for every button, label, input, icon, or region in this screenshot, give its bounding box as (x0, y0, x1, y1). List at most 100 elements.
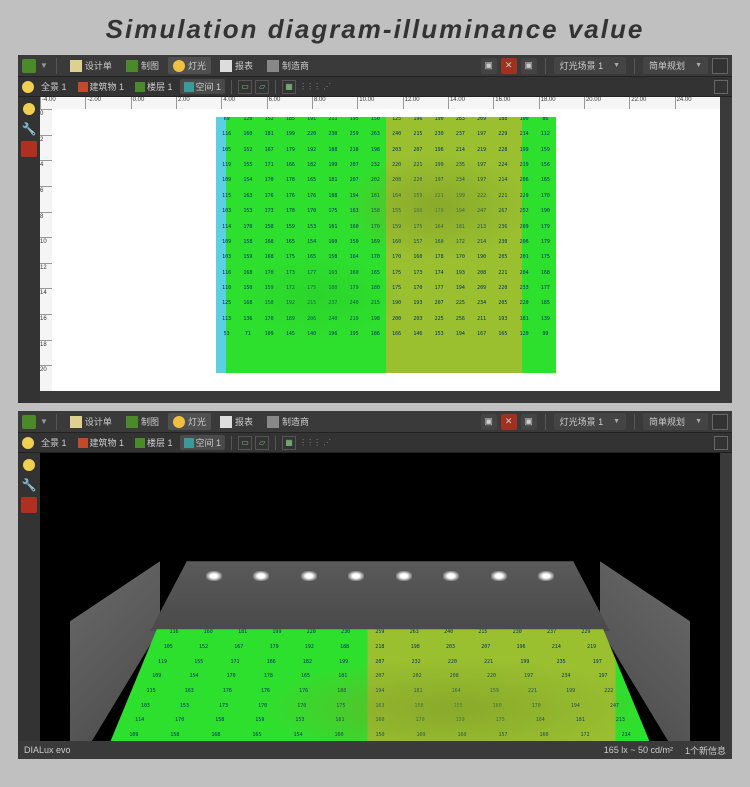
plan-select[interactable]: 简单规划▼ (643, 413, 708, 430)
floor-cell: 169 (416, 732, 425, 741)
heatmap-cell: 163 (237, 194, 258, 209)
menu-设计单[interactable]: 设计单 (65, 413, 117, 430)
red-tool-button[interactable] (21, 141, 37, 157)
view-toggle-button[interactable] (712, 58, 728, 74)
menu-报表[interactable]: 报表 (215, 57, 258, 74)
action-b-button[interactable]: ▣ (521, 414, 537, 430)
breadcrumb-item[interactable]: 楼层 1 (131, 435, 177, 450)
room-3d: 1161601811992202302592632402152302372291… (70, 591, 690, 741)
heatmap-cell: 247 (471, 209, 492, 224)
tool-grid-button[interactable]: ▦ (282, 436, 296, 450)
floor-cell: 199 (520, 659, 529, 674)
status-value: 165 lx ~ 50 cd/m² (604, 745, 673, 755)
floor-cell: 176 (261, 688, 270, 703)
heatmap-cell: 159 (386, 225, 407, 240)
breadcrumb-root[interactable]: 全景 1 (37, 79, 71, 94)
heatmap-cell: 194 (450, 332, 471, 347)
separator (56, 414, 57, 430)
breadcrumb-root[interactable]: 全景 1 (37, 435, 71, 450)
delete-button[interactable]: ✕ (501, 58, 517, 74)
settings-tool-button[interactable]: 🔧 (21, 121, 37, 137)
floor-cell: 214 (622, 732, 631, 741)
canvas-2d[interactable]: 6912015218519121119515012519619028320918… (52, 109, 720, 391)
menu-灯光[interactable]: 灯光 (168, 57, 211, 74)
tool-grid-button[interactable]: ▦ (282, 80, 296, 94)
scene-select[interactable]: 灯光场景 1▼ (554, 413, 626, 430)
breadcrumb-item[interactable]: 楼层 1 (131, 79, 177, 94)
floor-cell: 196 (517, 644, 526, 659)
heatmap-cell: 175 (301, 286, 322, 301)
breadcrumb-item[interactable]: 建筑物 1 (74, 79, 129, 94)
heatmap-cell: 170 (280, 209, 301, 224)
heatmap-cell: 214 (471, 240, 492, 255)
heatmap-cell: 153 (429, 332, 450, 347)
menu-制图[interactable]: 制图 (121, 57, 164, 74)
tool-poly-button[interactable]: ▱ (255, 436, 269, 450)
bulb-tool-button[interactable] (21, 457, 37, 473)
status-info[interactable]: 1个新信息 (685, 744, 726, 757)
panel-3d: ▼ 设计单制图灯光报表制造商 ▣ ✕ ▣ 灯光场景 1▼ 简单规划▼ 全景 1 … (18, 411, 732, 759)
menu-设计单[interactable]: 设计单 (65, 57, 117, 74)
heatmap-cell: 160 (407, 209, 428, 224)
floor-row: 109154170178165181207202208220197234197 (70, 673, 690, 688)
scrollbar-vertical[interactable] (720, 97, 732, 391)
heatmap-row: 6912015218519121119515012519619028320918… (216, 117, 556, 132)
heatmap-cell: 240 (344, 301, 365, 316)
save-dropdown-icon[interactable]: ▼ (40, 417, 48, 426)
canvas-3d[interactable]: 1161601811992202302592632402152302372291… (40, 453, 720, 741)
settings-tool-button[interactable]: 🔧 (21, 477, 37, 493)
menu-灯光[interactable]: 灯光 (168, 413, 211, 430)
tool-dots2-icon[interactable]: ⋰ (323, 438, 330, 447)
breadcrumb-item[interactable]: 空间 1 (180, 435, 226, 450)
heatmap-cell: 175 (280, 255, 301, 270)
tool-poly-button[interactable]: ▱ (255, 80, 269, 94)
scrollbar-horizontal[interactable] (40, 391, 732, 403)
heatmap-cell: 109 (216, 178, 237, 193)
breadcrumb-item[interactable]: 建筑物 1 (74, 435, 129, 450)
breadcrumb-item[interactable]: 空间 1 (180, 79, 226, 94)
heatmap-cell: 199 (280, 132, 301, 147)
save-icon[interactable] (22, 415, 36, 429)
view-toggle-button[interactable] (712, 414, 728, 430)
heatmap-cell: 163 (322, 271, 343, 286)
delete-button[interactable]: ✕ (501, 414, 517, 430)
heatmap-cell: 175 (535, 255, 556, 270)
ruler-tick: 12 (40, 263, 52, 289)
action-a-button[interactable]: ▣ (481, 414, 497, 430)
tool-dots-icon[interactable]: ⋮⋮⋮ (299, 82, 320, 91)
heatmap-cell: 200 (386, 317, 407, 332)
heatmap-cell: 120 (237, 117, 258, 132)
heatmap-cell: 199 (514, 148, 535, 163)
scrollbar-vertical[interactable] (720, 453, 732, 747)
scene-select[interactable]: 灯光场景 1▼ (554, 57, 626, 74)
tool-dots-icon[interactable]: ⋮⋮⋮ (299, 438, 320, 447)
ruler-tick: 0 (40, 109, 52, 135)
action-a-button[interactable]: ▣ (481, 58, 497, 74)
menu-制造商[interactable]: 制造商 (262, 57, 314, 74)
heatmap-cell: 220 (407, 178, 428, 193)
fullscreen-button[interactable] (714, 80, 728, 94)
lamp-icon[interactable] (22, 437, 34, 449)
lamp-icon[interactable] (22, 81, 34, 93)
tool-rect-button[interactable]: ▭ (238, 80, 252, 94)
separator (634, 414, 635, 430)
menu-报表[interactable]: 报表 (215, 413, 258, 430)
heatmap-cell: 188 (322, 194, 343, 209)
bulb-tool-button[interactable] (21, 101, 37, 117)
save-dropdown-icon[interactable]: ▼ (40, 61, 48, 70)
tool-dots2-icon[interactable]: ⋰ (323, 82, 330, 91)
floor-cell: 170 (175, 717, 184, 732)
context-bar: 全景 1 建筑物 1楼层 1空间 1 ▭ ▱ ▦ ⋮⋮⋮ ⋰ (18, 77, 732, 97)
menu-制造商[interactable]: 制造商 (262, 413, 314, 430)
plan-select[interactable]: 简单规划▼ (643, 57, 708, 74)
menu-制图[interactable]: 制图 (121, 413, 164, 430)
heatmap-cell: 230 (322, 132, 343, 147)
save-icon[interactable] (22, 59, 36, 73)
fullscreen-button[interactable] (714, 436, 728, 450)
tool-rect-button[interactable]: ▭ (238, 436, 252, 450)
heatmap-cell: 139 (535, 317, 556, 332)
red-tool-button[interactable] (21, 497, 37, 513)
heatmap-cell: 145 (280, 332, 301, 347)
heatmap-cell: 205 (492, 301, 513, 316)
action-b-button[interactable]: ▣ (521, 58, 537, 74)
